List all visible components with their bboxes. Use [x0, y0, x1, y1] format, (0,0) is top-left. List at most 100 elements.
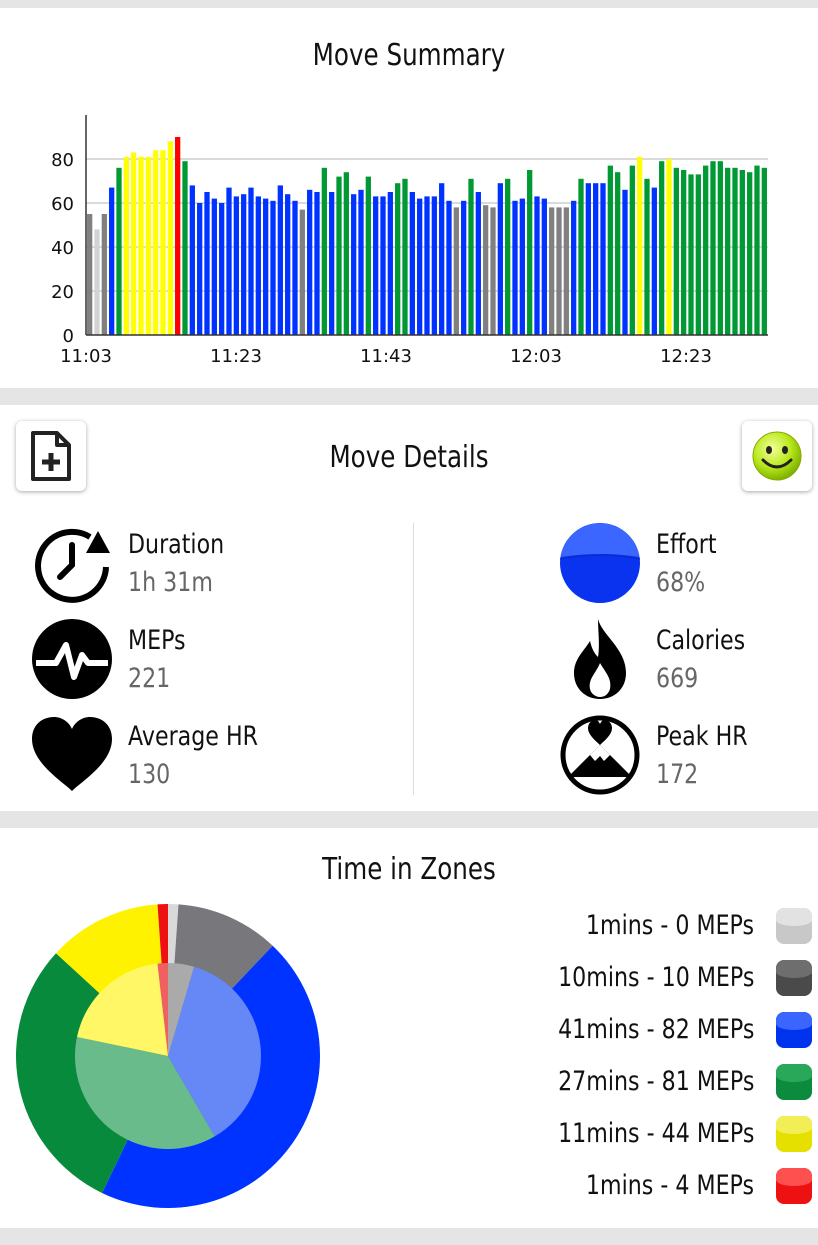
hr-bar [409, 192, 415, 335]
hr-bar [189, 185, 195, 335]
hr-bar [387, 192, 393, 335]
peak-hr-value: 172 [656, 759, 699, 790]
mountain-heart-icon [560, 715, 640, 795]
hr-bar [299, 209, 305, 335]
stat-average-hr: Average HR 130 [32, 715, 372, 801]
hr-bar [233, 196, 239, 335]
hr-bar [329, 192, 335, 335]
move-details-title: Move Details [329, 440, 489, 475]
mood-button[interactable] [742, 421, 812, 491]
time-in-zones-title: Time in Zones [322, 852, 496, 887]
average-hr-value: 130 [128, 759, 171, 790]
zone-legend-label: 41mins - 82 MEPs [557, 1014, 754, 1045]
hr-bar [417, 198, 423, 335]
hr-bar [446, 200, 452, 335]
pulse-icon [32, 619, 112, 699]
zone-color-swatch [776, 908, 812, 944]
hr-bar [285, 194, 291, 335]
hr-bar [578, 178, 584, 335]
zone-legend-label: 10mins - 10 MEPs [557, 962, 754, 993]
hr-bar [248, 187, 254, 335]
time-in-zones-card: Time in Zones 1mins - 0 MEPs 10mins - 10 … [0, 828, 818, 1228]
hr-bar [292, 200, 298, 335]
hr-bar [468, 178, 474, 335]
stat-calories: Calories 669 [560, 619, 810, 705]
column-divider [413, 523, 414, 795]
hr-bar [754, 165, 760, 335]
hr-bar [431, 196, 437, 335]
hr-bar [739, 170, 745, 335]
hr-bar [255, 196, 261, 335]
hr-bar [153, 150, 159, 335]
hr-bar [761, 167, 767, 335]
x-tick-label: 11:03 [60, 346, 112, 367]
hr-bar [659, 161, 665, 335]
add-file-button[interactable] [16, 421, 86, 491]
hr-bar [219, 203, 225, 335]
zone-legend-label: 1mins - 0 MEPs [585, 910, 754, 941]
hr-bar [204, 192, 210, 335]
hr-bar [695, 174, 701, 335]
duration-label: Duration [128, 529, 225, 560]
hr-bar [439, 183, 445, 335]
hr-bar [175, 137, 181, 335]
stat-effort: Effort 68% [560, 523, 810, 609]
zone-color-swatch [776, 1168, 812, 1204]
move-summary-chart: 0 20 40 60 80 11:03 11:23 11:43 12:03 12:23 [51, 115, 768, 367]
hr-bar [651, 187, 657, 335]
hr-bar [512, 200, 518, 335]
zone-legend-label: 27mins - 81 MEPs [557, 1066, 754, 1097]
zone-color-swatch [776, 1116, 812, 1152]
hr-bar [527, 170, 533, 335]
zone-legend-item: 41mins - 82 MEPs [512, 1012, 812, 1052]
hr-bar [241, 194, 247, 335]
hr-bar [461, 200, 467, 335]
hr-bar [673, 167, 679, 335]
hr-bar [321, 167, 327, 335]
hr-bar [336, 176, 342, 335]
zone-legend-item: 1mins - 4 MEPs [512, 1168, 812, 1208]
hr-bar [747, 172, 753, 335]
x-tick-label: 11:43 [360, 346, 412, 367]
hr-bar [725, 167, 731, 335]
smiley-icon [752, 431, 802, 481]
hr-bar [424, 196, 430, 335]
hr-bar [681, 170, 687, 335]
move-details-card: Move Details Duration 1h 31m [0, 405, 818, 811]
hr-bar [402, 178, 408, 335]
zone-legend-item: 11mins - 44 MEPs [512, 1116, 812, 1156]
hr-bar [380, 196, 386, 335]
hr-bar [556, 207, 562, 335]
hr-bar [138, 156, 144, 335]
zone-legend-label: 11mins - 44 MEPs [557, 1118, 754, 1149]
hr-bar [109, 187, 115, 335]
hr-bar [101, 214, 107, 335]
hr-bar [703, 165, 709, 335]
hr-bar [197, 203, 203, 335]
hr-bar [116, 167, 122, 335]
hr-bar [395, 183, 401, 335]
peak-hr-label: Peak HR [656, 721, 748, 752]
hr-bar [453, 207, 459, 335]
hr-bar [541, 198, 547, 335]
hr-bar [629, 165, 635, 335]
x-tick-label: 12:03 [510, 346, 562, 367]
time-in-zones-pie [15, 904, 320, 1208]
hr-bar [490, 207, 496, 335]
hr-bar [343, 172, 349, 335]
zone-slice-inner [168, 966, 261, 1137]
hr-bar [167, 141, 173, 335]
hr-bar [593, 183, 599, 335]
hr-bar [314, 192, 320, 335]
hr-bar [226, 187, 232, 335]
flame-icon [574, 619, 626, 699]
hr-bar [505, 178, 511, 335]
move-summary-title: Move Summary [312, 38, 506, 73]
hr-bar [263, 198, 269, 335]
hr-bar [688, 174, 694, 335]
x-tick-label: 11:23 [210, 346, 262, 367]
zone-legend-label: 1mins - 4 MEPs [585, 1170, 754, 1201]
hr-bar [160, 150, 166, 335]
average-hr-label: Average HR [128, 721, 258, 752]
hr-bar [563, 207, 569, 335]
